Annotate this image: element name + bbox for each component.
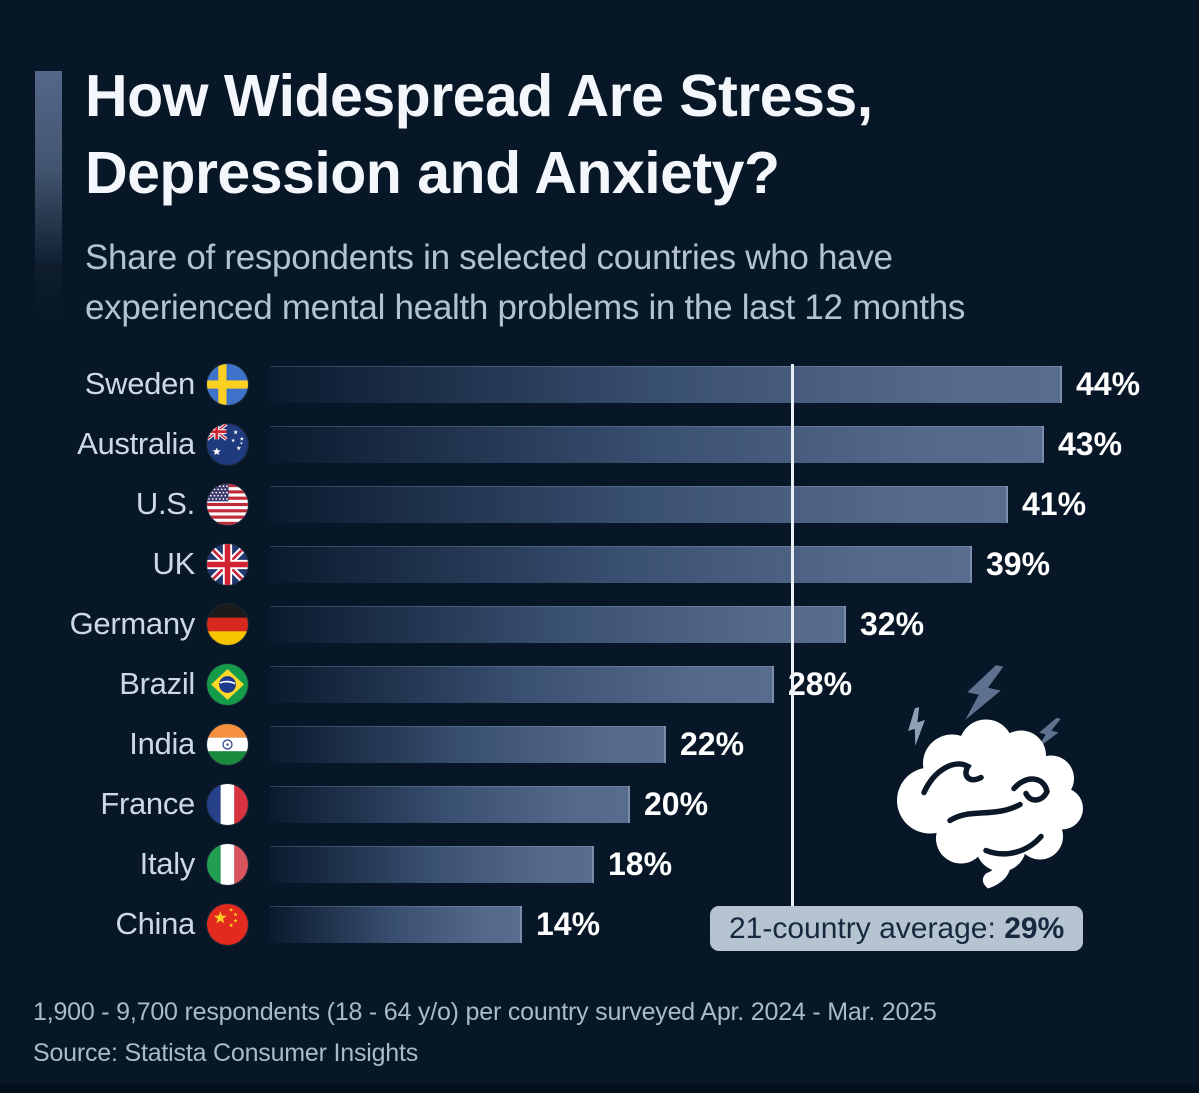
sweden-flag [207, 363, 248, 405]
title-accent-bar [35, 71, 62, 317]
chart-subtitle-line2: experienced mental health problems in th… [85, 288, 966, 327]
value-label: 43% [1054, 423, 1127, 465]
country-label: India [129, 726, 195, 761]
brazil-flag [207, 663, 248, 705]
value-bar [270, 485, 1008, 523]
chart-row-france: France 20% [0, 774, 1199, 834]
uk-flag [207, 543, 248, 585]
value-label: 44% [1072, 363, 1145, 405]
average-badge-label: 21-country average: [729, 911, 996, 945]
value-label: 20% [640, 783, 713, 825]
china-flag [207, 903, 248, 945]
value-label: 28% [784, 663, 857, 705]
chart-row-india: India 22% [0, 714, 1199, 774]
value-label: 22% [676, 723, 749, 765]
value-bar [270, 845, 594, 883]
us-flag [207, 483, 248, 525]
chart-row-australia: Australia 43% [0, 414, 1199, 474]
chart-subtitle: Share of respondents in selected countri… [85, 233, 965, 333]
value-bar [270, 605, 846, 643]
source-note: Source: Statista Consumer Insights [33, 1039, 419, 1067]
average-badge: 21-country average: 29% [710, 906, 1084, 951]
value-label: 14% [532, 903, 605, 945]
page-title: How Widespread Are Stress, Depression and… [85, 58, 873, 212]
italy-flag [207, 843, 248, 885]
country-label: UK [152, 546, 196, 581]
germany-flag [207, 603, 248, 645]
page-title-line1: How Widespread Are Stress, [85, 63, 873, 129]
chart-subtitle-line1: Share of respondents in selected countri… [85, 238, 893, 277]
page-title-line2: Depression and Anxiety? [85, 140, 780, 206]
value-bar [270, 905, 522, 943]
value-label: 39% [982, 543, 1055, 585]
value-bar [270, 665, 774, 703]
survey-note: 1,900 - 9,700 respondents (18 - 64 y/o) … [33, 998, 937, 1026]
value-label: 41% [1018, 483, 1091, 525]
chart-row-uk: UK 39% [0, 534, 1199, 594]
india-flag [207, 723, 248, 765]
country-label: Germany [69, 606, 196, 641]
chart-row-china: China 14% [0, 894, 1199, 954]
chart-row-us: U.S. 41% [0, 474, 1199, 534]
france-flag [207, 783, 248, 825]
value-bar [270, 785, 630, 823]
chart-row-brazil: Brazil 28% [0, 654, 1199, 714]
bar-chart: Sweden 44% Australia 43% U.S. 41% UK 39% Germany… [0, 354, 1199, 954]
average-line [791, 364, 794, 907]
lightning-bolt-right-icon [1037, 717, 1061, 749]
brain-icon [897, 719, 1083, 889]
lightning-bolt-top-icon [965, 665, 1004, 720]
value-bar [270, 545, 972, 583]
bottom-shadow-band [0, 1084, 1199, 1093]
chart-row-sweden: Sweden 44% [0, 354, 1199, 414]
country-label: Brazil [119, 666, 195, 701]
country-label: Australia [77, 426, 195, 461]
chart-row-germany: Germany 32% [0, 594, 1199, 654]
value-bar [270, 425, 1044, 463]
australia-flag [207, 423, 248, 465]
chart-row-italy: Italy 18% [0, 834, 1199, 894]
country-label: U.S. [135, 486, 195, 521]
brain-with-lightning-icon [897, 665, 1083, 889]
value-label: 18% [604, 843, 677, 885]
value-bar [270, 725, 666, 763]
country-label: Sweden [84, 366, 196, 401]
country-label: France [100, 786, 195, 821]
country-label: Italy [139, 846, 196, 881]
country-label: China [115, 906, 196, 941]
lightning-bolt-left-icon [908, 706, 925, 747]
value-bar [270, 365, 1062, 403]
value-label: 32% [856, 603, 929, 645]
average-badge-value: 29% [1004, 911, 1065, 945]
